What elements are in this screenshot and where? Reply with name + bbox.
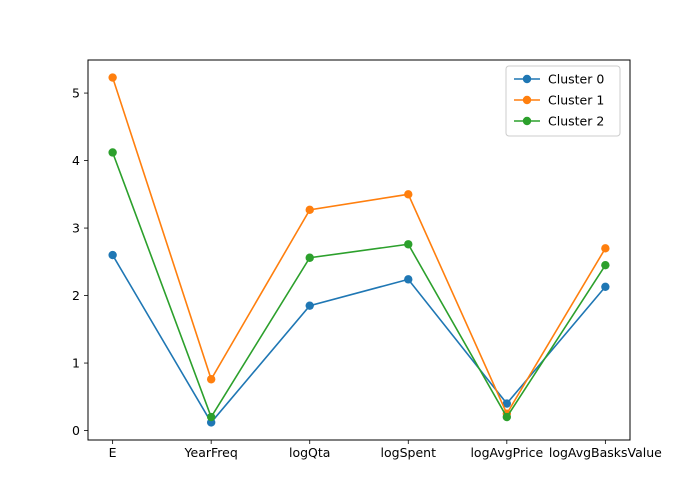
y-tick-label: 2 (72, 288, 80, 303)
data-point (108, 250, 117, 260)
series-line (111, 254, 606, 424)
legend-label: Cluster 2 (548, 114, 604, 129)
y-tick-label: 5 (72, 86, 80, 101)
series-cluster-0 (108, 250, 610, 427)
data-point (206, 412, 216, 422)
data-point (108, 73, 117, 82)
legend-label: Cluster 0 (548, 72, 604, 87)
data-point (206, 375, 216, 384)
data-point (305, 205, 314, 215)
series-line (111, 152, 607, 419)
data-point (404, 240, 413, 249)
x-tick-label: logQta (289, 445, 330, 460)
y-axis-ticks: 0 1 2 3 4 5 (72, 86, 88, 438)
legend-box (505, 65, 621, 137)
series-cluster-2 (108, 148, 610, 422)
data-point (502, 399, 512, 408)
legend: Cluster 0 Cluster 1 Cluster 2 (505, 65, 621, 137)
data-point (601, 282, 610, 291)
data-point (108, 148, 117, 157)
legend-marker (522, 95, 532, 105)
legend-marker (522, 74, 532, 84)
plot-frame (87, 59, 631, 441)
data-point (502, 412, 512, 422)
data-point (305, 253, 314, 262)
data-point (601, 244, 610, 253)
y-tick-label: 0 (72, 423, 80, 438)
legend-marker (522, 116, 532, 126)
series-layer (108, 73, 610, 427)
x-tick-label: logAvgPrice (470, 445, 543, 460)
x-axis-ticks: E YearFreq logQta logSpent logAvgPrice logAvg… (109, 440, 662, 460)
series-line (111, 77, 607, 416)
x-tick-label: logSpent (381, 445, 437, 460)
data-point (404, 190, 413, 199)
data-point (305, 301, 314, 310)
y-tick-label: 1 (72, 356, 80, 371)
y-tick-label: 3 (72, 221, 80, 236)
x-tick-label: logAvgBasksValue (549, 445, 662, 460)
legend-label: Cluster 1 (548, 93, 604, 108)
data-point (601, 260, 610, 270)
x-tick-label: YearFreq (184, 445, 238, 460)
data-point (404, 275, 413, 284)
y-tick-label: 4 (72, 153, 80, 168)
x-tick-label: E (109, 445, 117, 460)
